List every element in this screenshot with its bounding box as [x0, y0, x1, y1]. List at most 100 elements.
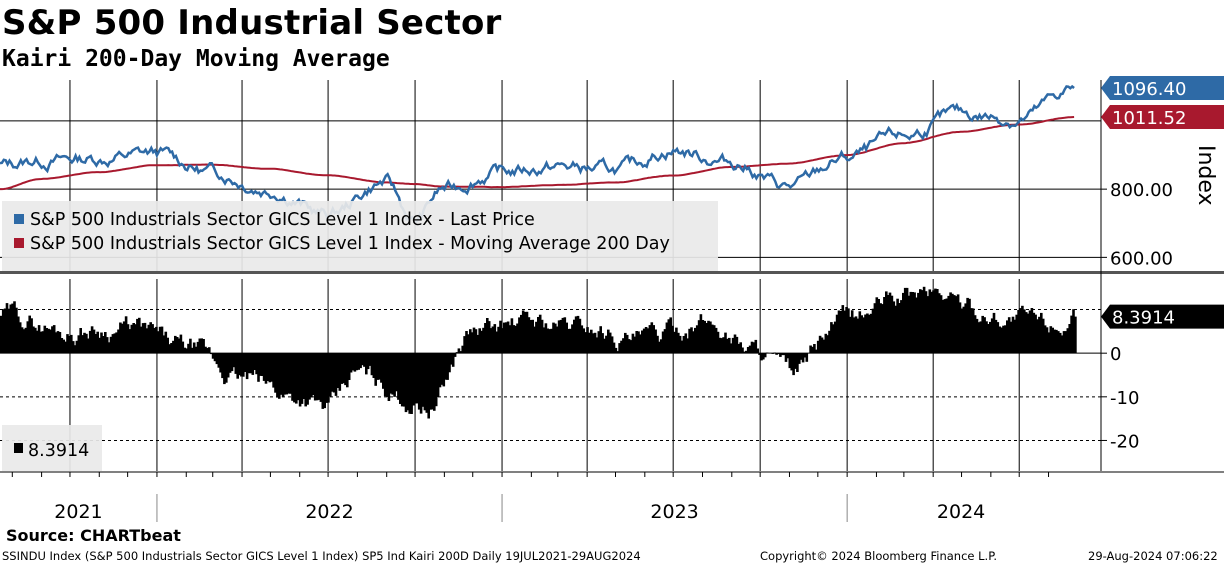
- kairi-bar: [741, 347, 744, 354]
- kairi-bar: [145, 328, 149, 354]
- kairi-bar: [678, 335, 682, 354]
- kairi-bar: [669, 317, 672, 354]
- kairi-bar: [510, 318, 514, 354]
- kairi-bar: [902, 292, 905, 354]
- kairi-bar: [644, 327, 648, 354]
- kairi-bar: [340, 353, 343, 384]
- kairi-bar: [191, 347, 194, 354]
- y-axis-label: Index: [1193, 145, 1218, 206]
- kairi-bar: [728, 337, 731, 354]
- kairi-bar: [608, 332, 612, 354]
- kairi-bar: [951, 293, 954, 354]
- kairi-bar: [544, 323, 548, 354]
- kairi-bar: [684, 333, 688, 354]
- kairi-bar: [739, 342, 742, 354]
- kairi-bar: [15, 307, 18, 354]
- panel-separator: [0, 271, 1224, 274]
- kairi-bar: [605, 335, 608, 354]
- kairi-bar: [527, 317, 531, 354]
- kairi-bar: [378, 353, 381, 380]
- kairi-bar: [748, 345, 752, 354]
- kairi-bar: [56, 331, 60, 354]
- kairi-bar: [641, 330, 644, 354]
- kairi-bar: [981, 315, 984, 354]
- kairi-bar: [160, 326, 164, 354]
- kairi-bar: [130, 324, 134, 354]
- kairi-bar: [954, 296, 958, 354]
- kairi-bar: [856, 318, 860, 354]
- kairi-bar: [41, 331, 45, 354]
- kairi-bar: [128, 329, 132, 354]
- kairi-bar: [569, 328, 572, 354]
- kairi-bar: [347, 353, 351, 380]
- kairi-bar: [295, 353, 298, 404]
- kairi-bar: [987, 324, 990, 354]
- kairi-bar: [593, 332, 597, 354]
- kairi-bar: [775, 353, 778, 355]
- kairi-bar: [342, 353, 345, 384]
- kairi-bar: [361, 353, 364, 366]
- kairi-bar: [219, 353, 222, 373]
- kairi-bar: [404, 353, 408, 413]
- kairi-bar: [338, 353, 342, 391]
- kairi-bar: [554, 323, 557, 354]
- kairi-bar: [1017, 310, 1020, 354]
- kairi-bar: [272, 353, 275, 388]
- kairi-bar: [815, 349, 818, 354]
- kairi-bar: [47, 328, 50, 354]
- kairi-bar: [975, 318, 979, 354]
- kairi-bar: [508, 325, 512, 354]
- kairi-bar: [879, 303, 882, 354]
- kairi-bar: [956, 294, 960, 354]
- kairi-bar: [852, 317, 856, 354]
- kairi-bar: [843, 310, 846, 354]
- kairi-bar: [51, 326, 54, 354]
- kairi-bar: [253, 353, 256, 370]
- kairi-bar: [983, 317, 986, 354]
- kairi-bar: [949, 292, 952, 354]
- kairi-bar: [813, 344, 816, 354]
- kairi-bar: [913, 292, 916, 354]
- y-tick-label: 800.00: [1110, 180, 1173, 201]
- kairi-bar: [777, 353, 780, 355]
- kairi-bar: [470, 332, 474, 354]
- kairi-bar: [862, 317, 865, 354]
- kairi-bar: [486, 318, 489, 354]
- kairi-bar: [87, 338, 90, 354]
- kairi-bar: [1036, 319, 1039, 354]
- kairi-bar: [729, 343, 733, 354]
- kairi-bar: [1019, 308, 1022, 354]
- kairi-bar: [567, 328, 570, 354]
- kairi-bar: [268, 353, 272, 383]
- kairi-bar: [688, 328, 691, 354]
- kairi-bar: [847, 308, 850, 354]
- kairi-bar: [75, 340, 79, 354]
- kairi-bar: [716, 331, 720, 354]
- kairi-bar: [1040, 312, 1043, 354]
- kairi-bar: [68, 336, 71, 354]
- kairi-bar: [677, 332, 680, 354]
- kairi-bar: [985, 321, 988, 354]
- kairi-bar: [225, 353, 228, 383]
- year-label: 2023: [650, 501, 698, 523]
- kairi-bar: [115, 332, 118, 354]
- kairi-bar: [979, 321, 983, 354]
- kairi-bar: [88, 330, 92, 354]
- kairi-bar: [1021, 305, 1024, 354]
- kairi-bar: [712, 325, 716, 354]
- kairi-bar: [824, 333, 828, 354]
- kairi-bar: [185, 348, 188, 354]
- kairi-bar: [835, 314, 839, 354]
- kairi-bar: [304, 353, 307, 407]
- kairi-bar: [387, 353, 391, 401]
- kairi-bar: [658, 341, 661, 354]
- kairi-bar: [822, 339, 826, 354]
- kairi-bar: [172, 340, 175, 354]
- kairi-bar: [709, 321, 712, 354]
- kairi-bar: [416, 353, 419, 404]
- kairi-bar: [784, 353, 788, 362]
- kairi-bar: [209, 353, 213, 355]
- kairi-bar: [580, 325, 584, 354]
- kairi-bar: [818, 335, 822, 354]
- kairi-bar: [571, 324, 574, 354]
